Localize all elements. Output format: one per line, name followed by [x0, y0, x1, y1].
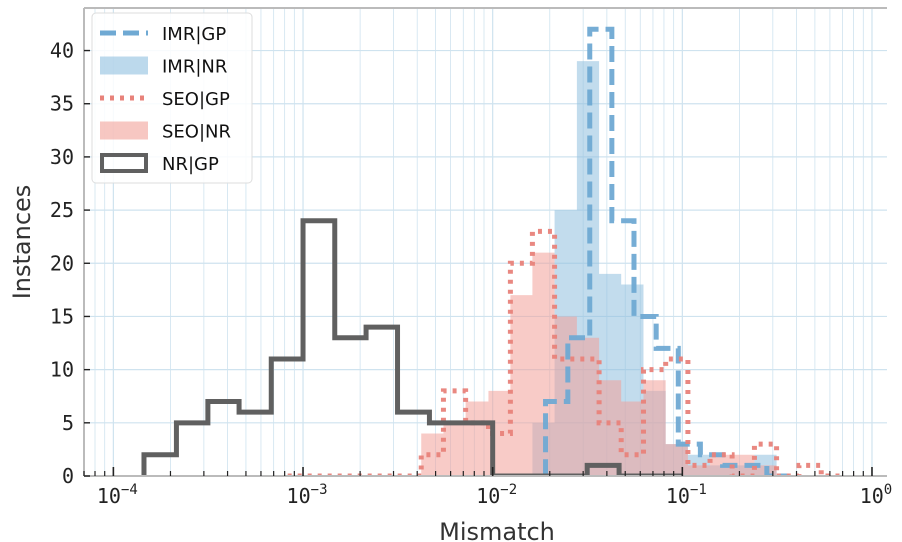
legend-box	[91, 12, 253, 184]
y-tick-label: 10	[50, 358, 74, 382]
legend-label-nr-gp: NR|GP	[162, 154, 219, 175]
legend-swatch-imr-nr	[100, 56, 148, 75]
x-tick-label: 10−1	[666, 482, 707, 508]
y-axis-title: Instances	[8, 185, 36, 300]
series-seo-gp-line	[287, 228, 843, 476]
legend-label-seo-nr: SEO|NR	[162, 122, 231, 143]
y-tick-label: 25	[50, 198, 74, 222]
x-tick-label: 100	[860, 482, 893, 508]
y-tick-label: 15	[50, 304, 74, 328]
legend-swatch-nr-gp	[100, 153, 148, 173]
y-tick-label: 0	[62, 464, 74, 488]
x-tick-label: 10−3	[287, 482, 328, 508]
x-tick-label: 10−4	[97, 482, 138, 508]
legend-label-seo-gp: SEO|GP	[162, 89, 230, 110]
y-tick-label: 30	[50, 145, 74, 169]
y-tick-label: 5	[62, 411, 74, 435]
y-tick-label: 20	[50, 251, 74, 275]
legend-swatch-seo-nr	[100, 121, 148, 140]
legend-label-imr-gp: IMR|GP	[162, 24, 226, 45]
x-tick-label: 10−2	[476, 482, 517, 508]
x-axis-title: Mismatch	[439, 518, 555, 542]
legend-label-imr-nr: IMR|NR	[162, 57, 227, 78]
legend: IMR|GP IMR|NR SEO|GP SEO|NR NR|GP	[91, 12, 253, 184]
y-tick-label: 35	[50, 92, 74, 116]
series-nr-gp-line	[141, 218, 683, 476]
y-tick-label: 40	[50, 39, 74, 63]
tick-labels: 0 5 10 15 20 25 30 35 40 10−4 10−3 10−2 10−1 100	[50, 39, 892, 508]
axes	[83, 7, 887, 477]
series-seo-nr-bars	[287, 252, 799, 476]
